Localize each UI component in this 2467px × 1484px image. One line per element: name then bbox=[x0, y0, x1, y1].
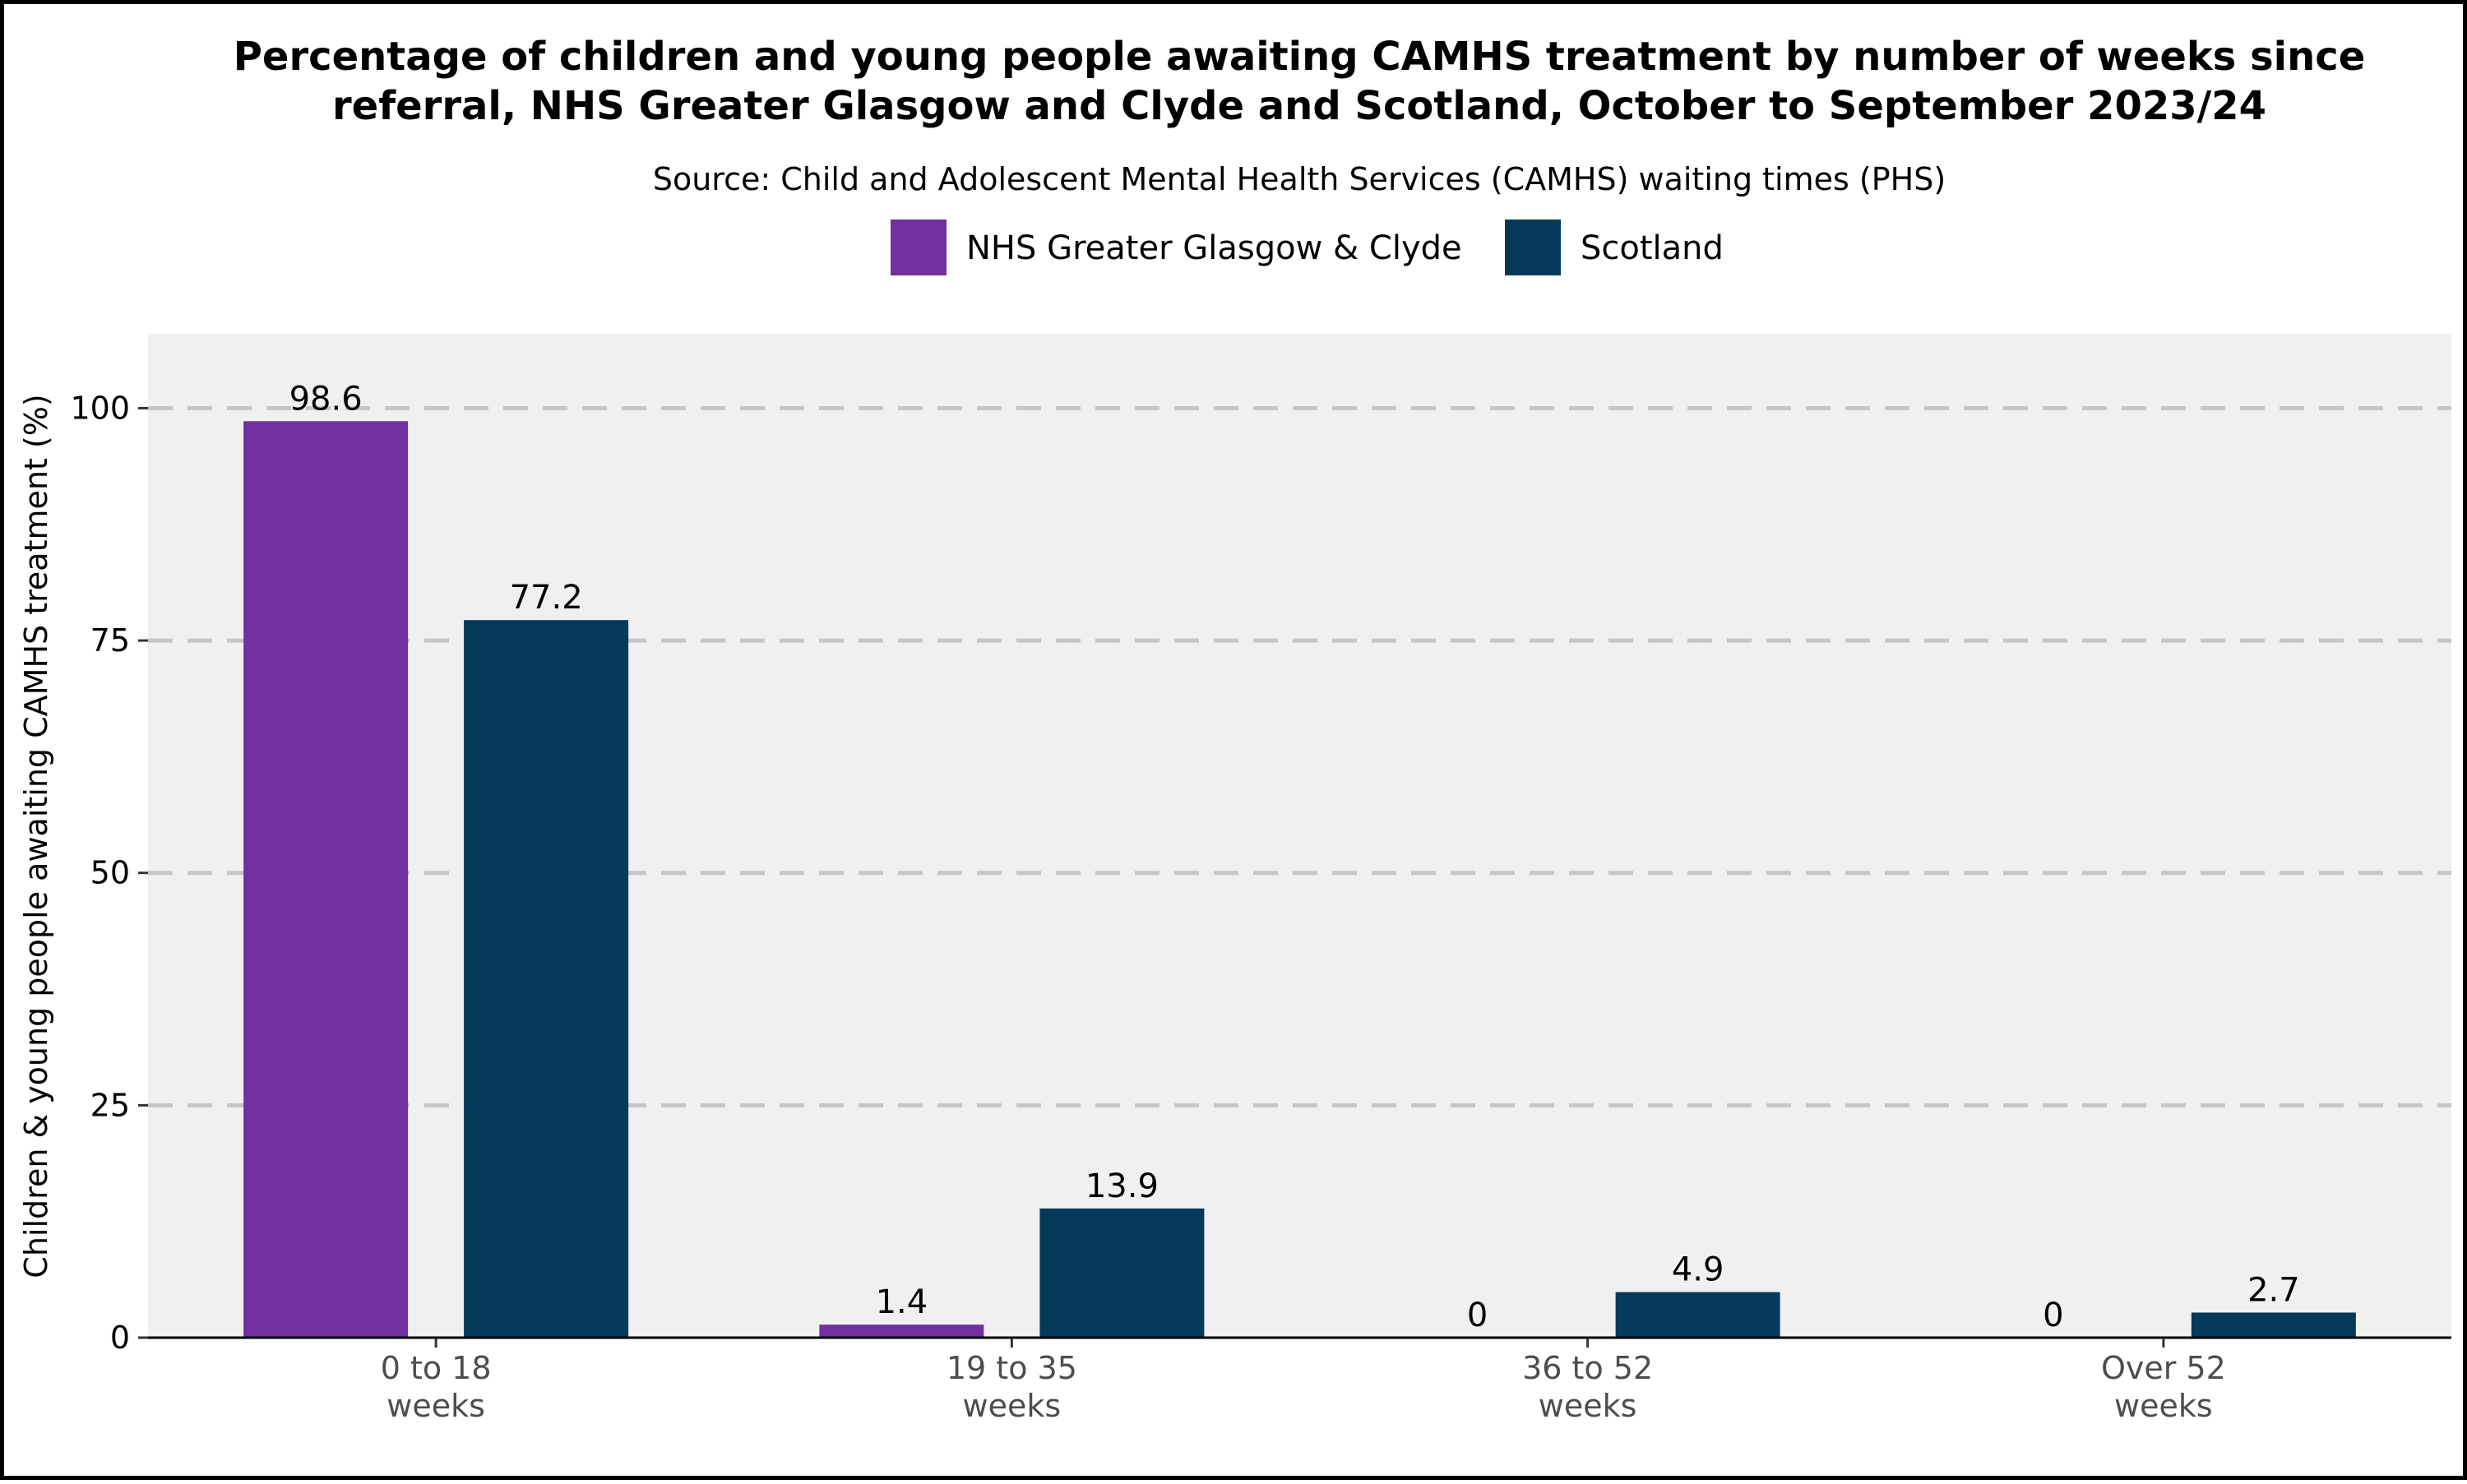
y-axis-ticks: 0 25 50 75 100 bbox=[70, 390, 148, 1356]
data-label-2-1: 77.2 bbox=[510, 579, 583, 617]
legend-swatch-1 bbox=[891, 220, 947, 275]
y-axis-title: Children & young people awaiting CAMHS t… bbox=[18, 394, 54, 1278]
chart-title-line-2: referral, NHS Greater Glasgow and Clyde … bbox=[332, 83, 2266, 129]
chart-subtitle: Source: Child and Adolescent Mental Heal… bbox=[653, 161, 1946, 197]
bar-2-2 bbox=[1039, 1208, 1205, 1338]
legend-label-1: NHS Greater Glasgow & Clyde bbox=[966, 229, 1462, 267]
x-tick-label-line: 19 to 35 bbox=[947, 1350, 1077, 1386]
x-tick-label-line: weeks bbox=[963, 1388, 1062, 1424]
x-tick-label-line: weeks bbox=[2114, 1388, 2213, 1424]
y-tick-label-50: 50 bbox=[90, 855, 130, 891]
bar-2-1 bbox=[464, 620, 629, 1338]
legend-label-2: Scotland bbox=[1581, 229, 1724, 267]
legend: NHS Greater Glasgow & Clyde Scotland bbox=[891, 220, 1724, 275]
data-label-1-4: 0 bbox=[2043, 1297, 2063, 1334]
y-tick-label-75: 75 bbox=[90, 622, 130, 659]
bar-1-1 bbox=[243, 421, 409, 1338]
bar-chart: Percentage of children and young people … bbox=[18, 34, 2451, 1424]
grid-lines bbox=[148, 405, 2451, 1107]
data-label-2-2: 13.9 bbox=[1085, 1167, 1159, 1205]
data-labels: 98.6 77.2 1.4 13.9 0 4.9 0 2.7 bbox=[289, 380, 2300, 1334]
x-tick-label-line: Over 52 bbox=[2101, 1350, 2226, 1386]
x-tick-label-line: 36 to 52 bbox=[1522, 1350, 1653, 1386]
y-tick-label-100: 100 bbox=[70, 390, 130, 426]
bar-2-3 bbox=[1615, 1292, 1780, 1338]
bars bbox=[243, 421, 2356, 1338]
x-tick-label-3: 36 to 52 weeks bbox=[1522, 1350, 1653, 1424]
x-tick-label-line: 0 to 18 bbox=[381, 1350, 492, 1386]
y-tick-label-25: 25 bbox=[90, 1087, 130, 1123]
x-tick-label-1: 0 to 18 weeks bbox=[381, 1350, 492, 1424]
x-tick-label-line: weeks bbox=[386, 1388, 485, 1424]
data-label-2-4: 2.7 bbox=[2247, 1271, 2300, 1309]
bar-2-4 bbox=[2191, 1312, 2356, 1338]
data-label-1-2: 1.4 bbox=[876, 1283, 928, 1321]
y-tick-label-0: 0 bbox=[110, 1320, 130, 1356]
x-tick-label-4: Over 52 weeks bbox=[2101, 1350, 2226, 1424]
legend-swatch-2 bbox=[1505, 220, 1561, 275]
x-tick-label-line: weeks bbox=[1539, 1388, 1637, 1424]
x-tick-label-2: 19 to 35 weeks bbox=[947, 1350, 1077, 1424]
data-label-1-3: 0 bbox=[1467, 1297, 1488, 1334]
chart-title-line-1: Percentage of children and young people … bbox=[234, 34, 2366, 80]
data-label-2-3: 4.9 bbox=[1672, 1251, 1724, 1289]
data-label-1-1: 98.6 bbox=[289, 380, 363, 418]
bar-1-2 bbox=[819, 1325, 984, 1338]
